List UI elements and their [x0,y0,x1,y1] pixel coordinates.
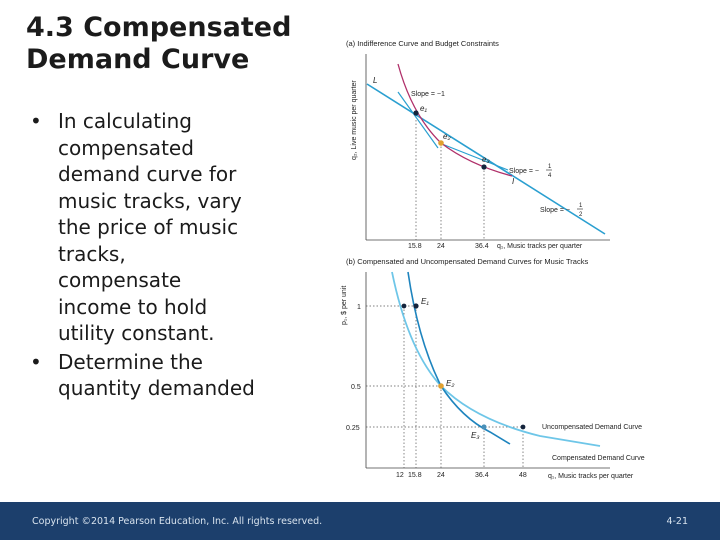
x-tick-label: 36.4 [475,472,489,479]
label-e2: e₂ [443,132,451,141]
slide-footer: Copyright ©2014 Pearson Education, Inc. … [0,502,720,540]
budget-line-steep [397,91,439,149]
bullet-1-line: In calculating [58,109,192,133]
point-e1 [413,110,419,116]
panel-a-title: (a) Indifference Curve and Budget Constr… [346,39,499,48]
slide-title: 4.3 Compensated Demand Curve [26,12,326,76]
label-I: I [512,177,515,186]
panel-b-title: (b) Compensated and Uncompensated Demand… [346,257,588,266]
panel-a-y-axis-label: q₂, Live music per quarter [351,80,358,160]
label-e1: e₁ [420,104,427,113]
label-L: L [373,76,377,85]
slope-label-quarter: Slope = − [509,168,539,175]
panel-b-x-axis-label: q₁, Music tracks per quarter [548,473,634,480]
x-tick-label: 24 [437,243,445,250]
x-tick-label: 15.8 [408,472,422,479]
copyright-text: Copyright ©2014 Pearson Education, Inc. … [32,516,323,527]
slope-label-half-den: 2 [579,212,583,218]
panel-b-y-axis-label: p₁, $ per unit [341,286,348,325]
bullet-list: • In calculating compensated demand curv… [30,108,330,404]
budget-line-flat [441,143,509,171]
slope-label-1: Slope = −1 [411,91,445,98]
label-e3: e₃ [482,155,490,164]
panel-a-x-axis-label: q₁, Music tracks per quarter [497,243,583,250]
bullet-1-line: compensate [58,268,182,292]
budget-line-L [366,83,606,235]
y-tick-label: 0.25 [346,425,360,432]
bullet-1-line: compensated [58,135,194,160]
label-uncompensated: Uncompensated Demand Curve [542,424,642,431]
title-line-1: 4.3 Compensated [26,12,292,43]
point-E2 [438,383,444,389]
bullet-1-line: utility constant. [58,321,215,345]
bullet-dot: • [30,109,42,133]
slope-label-quarter-den: 4 [548,173,552,179]
bullet-2-line: Determine the [58,349,203,374]
y-tick-label: 0.5 [351,384,361,391]
point-uncomp-high [401,303,407,309]
bullet-1-line: demand curve for [58,162,237,186]
point-e2 [438,140,444,146]
panel-b: (b) Compensated and Uncompensated Demand… [341,257,645,480]
label-E2: E₂ [446,379,454,388]
slope-label-half: Slope = − [540,207,570,214]
x-tick-label: 36.4 [475,243,489,250]
x-tick-label: 24 [437,472,445,479]
x-tick-label: 48 [519,472,527,479]
slope-label-quarter-num: 1 [548,164,552,170]
point-E3 [481,424,487,430]
bullet-dot: • [30,349,42,374]
x-tick-label: 12 [396,472,404,479]
economics-figure: (a) Indifference Curve and Budget Constr… [341,39,645,480]
bullet-1-line: the price of music [58,215,239,239]
y-tick-label: 1 [357,304,361,311]
point-uncomp-low [520,424,526,430]
label-E1: E₁ [421,297,429,306]
point-e3 [481,164,487,170]
slope-label-half-num: 1 [579,203,583,209]
bullet-2-line: quantity demanded [58,376,255,400]
bullet-item-1: • In calculating compensated demand curv… [30,108,330,347]
bullet-1-line: tracks, [58,241,126,266]
page-number: 4-21 [666,516,688,527]
bullet-1-line: music tracks, vary [58,188,242,213]
indifference-curve-I [397,63,513,177]
point-E1 [413,303,419,309]
bullet-1-line: income to hold [58,294,208,319]
title-line-2: Demand Curve [26,44,250,75]
bullet-item-2: • Determine the quantity demanded [30,349,330,402]
label-E3: E₃ [471,431,480,440]
panel-a: (a) Indifference Curve and Budget Constr… [346,39,610,250]
x-tick-label: 15.8 [408,243,422,250]
label-compensated: Compensated Demand Curve [552,455,645,462]
